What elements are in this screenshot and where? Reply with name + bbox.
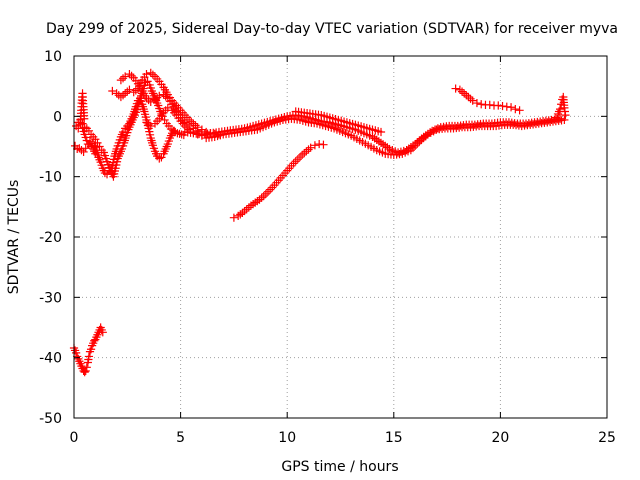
- chart-title: Day 299 of 2025, Sidereal Day-to-day VTE…: [46, 21, 618, 37]
- data-point: [146, 121, 155, 131]
- data-point: [86, 345, 96, 354]
- data-point: [131, 102, 140, 111]
- data-point: [149, 144, 159, 153]
- data-point: [502, 102, 511, 111]
- data-point: [148, 141, 157, 150]
- data-point: [80, 368, 89, 377]
- data-point: [142, 70, 151, 79]
- data-point: [78, 124, 87, 133]
- y-tick-label: -10: [39, 170, 62, 186]
- data-point: [515, 106, 524, 115]
- data-point: [146, 97, 155, 106]
- data-point: [79, 127, 88, 136]
- data-point: [319, 140, 328, 149]
- data-point: [451, 84, 460, 93]
- x-tick-label: 5: [176, 430, 185, 446]
- data-point: [99, 148, 108, 157]
- data-point: [81, 133, 90, 142]
- data-point: [376, 127, 386, 137]
- x-tick-label: 20: [491, 430, 509, 446]
- data-point: [125, 85, 134, 94]
- data-point: [145, 127, 154, 136]
- data-point: [145, 80, 154, 90]
- data-point: [485, 100, 494, 109]
- data-point: [137, 97, 146, 106]
- data-point: [84, 352, 94, 361]
- data-point: [163, 139, 172, 149]
- data-point: [121, 72, 130, 81]
- y-tick-label: -50: [39, 411, 62, 427]
- data-point: [132, 99, 141, 108]
- data-point: [112, 144, 121, 154]
- x-tick-label: 10: [278, 430, 296, 446]
- data-point: [91, 149, 100, 158]
- x-tick-label: 15: [385, 430, 403, 446]
- data-point: [155, 91, 164, 100]
- y-tick-label: 10: [44, 49, 62, 65]
- data-point: [114, 138, 123, 147]
- data-point: [146, 83, 155, 93]
- data-point: [108, 158, 118, 167]
- data-point: [555, 104, 565, 114]
- data-point: [155, 104, 164, 113]
- data-point: [82, 363, 91, 372]
- tick-layer: 0 5 10 15 20 25 10 0 -10 -20 -30 -40 -50: [39, 49, 616, 446]
- data-point: [506, 103, 516, 112]
- data-point: [80, 114, 89, 123]
- y-tick-label: -30: [39, 290, 62, 306]
- data-point: [102, 157, 112, 166]
- y-tick-label: 0: [53, 109, 62, 125]
- grid-layer: [74, 56, 607, 418]
- data-point: [115, 135, 124, 144]
- data-point: [472, 98, 482, 108]
- data-point: [81, 144, 90, 153]
- data-point: [104, 160, 113, 169]
- data-point: [306, 143, 315, 152]
- data-point: [561, 111, 570, 120]
- data-point: [145, 130, 155, 139]
- data-point: [310, 141, 320, 150]
- data-point: [100, 151, 110, 160]
- data-point: [164, 136, 173, 146]
- data-point: [498, 101, 507, 111]
- data-point: [123, 128, 132, 137]
- x-tick-label: 25: [598, 430, 616, 446]
- x-tick-label: 0: [70, 430, 79, 446]
- data-point: [511, 104, 520, 114]
- data-point: [229, 213, 238, 222]
- data-point: [81, 366, 90, 376]
- data-point: [97, 161, 106, 170]
- data-point: [154, 101, 163, 110]
- data-point: [560, 115, 569, 125]
- y-axis-label: SDTVAR / TECUs: [6, 180, 22, 295]
- data-point: [113, 141, 122, 150]
- data-point: [468, 96, 477, 105]
- data-point: [96, 158, 105, 167]
- data-point: [80, 130, 89, 139]
- data-point: [109, 155, 118, 164]
- data-point: [101, 154, 111, 163]
- y-tick-label: -20: [39, 230, 62, 246]
- data-layer: [69, 68, 570, 377]
- data-point: [98, 328, 107, 337]
- data-point: [315, 139, 324, 149]
- y-tick-label: -40: [39, 351, 62, 367]
- plot-frame: [73, 55, 608, 419]
- data-point: [494, 101, 503, 110]
- data-point: [108, 86, 117, 96]
- data-point: [170, 126, 179, 135]
- data-point: [163, 103, 172, 112]
- data-point: [122, 131, 131, 140]
- data-point: [108, 161, 117, 170]
- data-point: [477, 100, 486, 109]
- x-axis-label: GPS time / hours: [281, 459, 398, 475]
